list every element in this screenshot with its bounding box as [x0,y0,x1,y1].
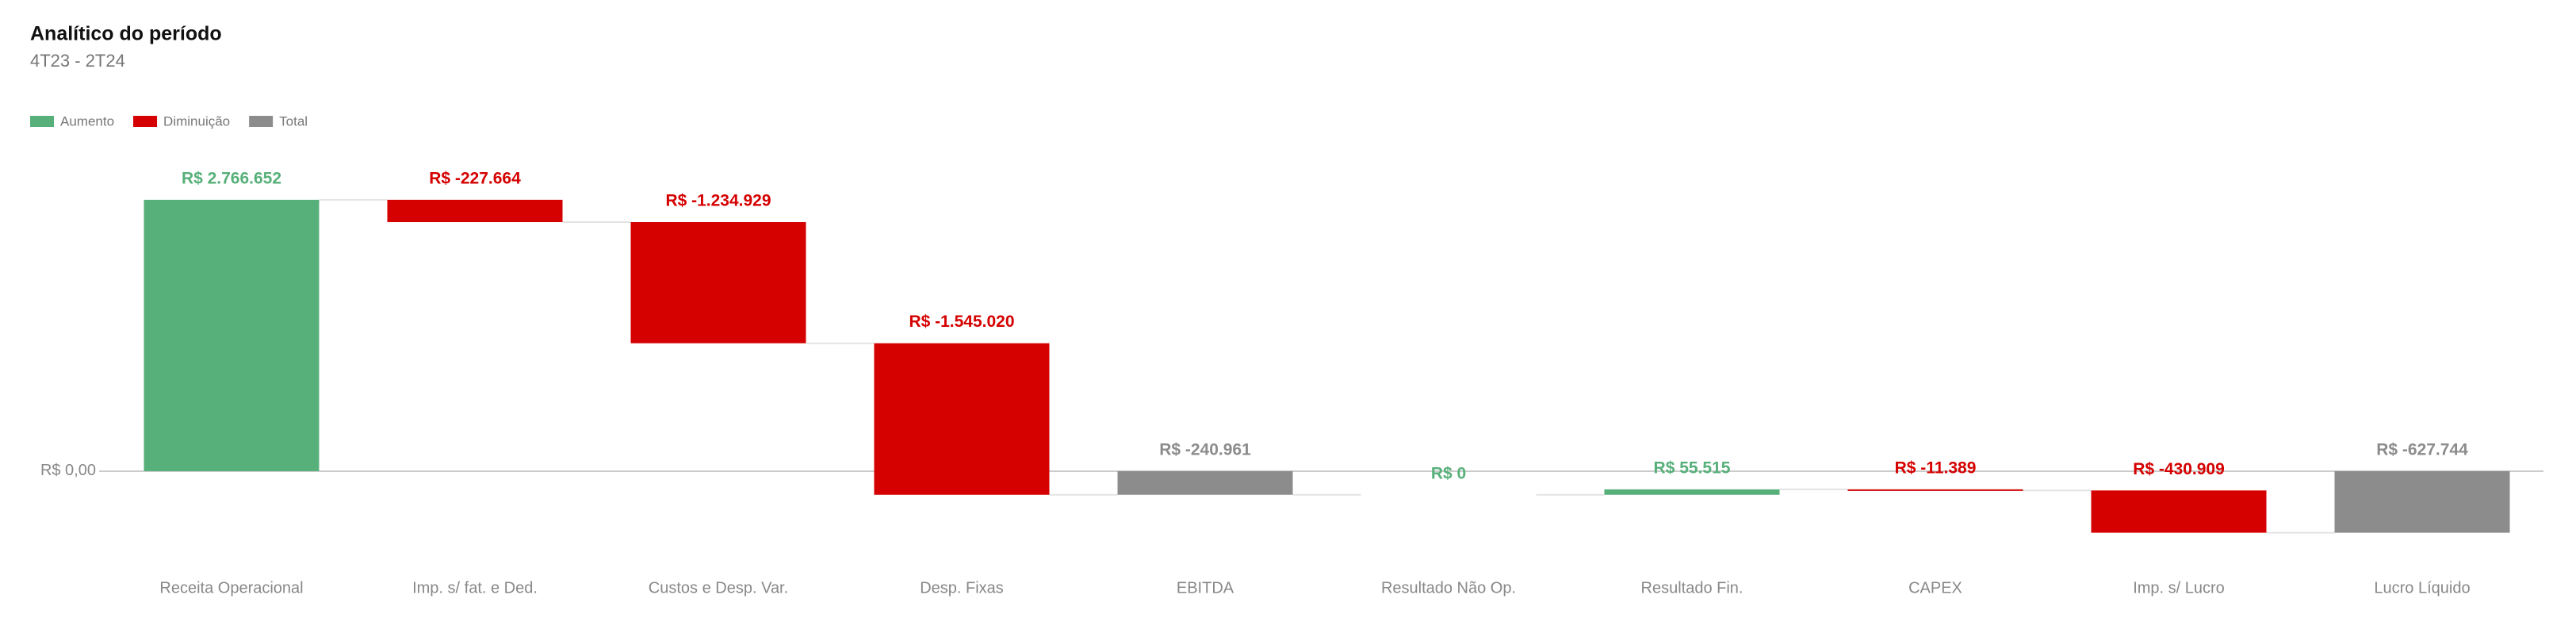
bar [144,199,320,471]
value-label: R$ -1.545.020 [909,313,1014,331]
value-label: R$ 2.766.652 [182,169,281,187]
value-label: R$ -240.961 [1159,440,1251,459]
x-tick-label: EBITDA [1177,579,1234,597]
x-tick-label: Custos e Desp. Var. [649,579,788,597]
x-tick-label: Resultado Fin. [1641,579,1743,597]
value-label: R$ -1.234.929 [665,192,771,210]
bar [387,199,563,223]
legend-label: Aumento [60,113,114,129]
legend-label: Diminuição [163,113,230,129]
x-tick-label: Imp. s/ fat. e Ded. [412,579,538,597]
bar [2091,490,2267,533]
bar [1847,489,2023,491]
x-tick-label: Receita Operacional [159,579,303,597]
x-tick-label: Lucro Líquido [2374,579,2470,597]
bar [1604,489,1780,495]
legend-label: Total [279,113,308,129]
legend-swatch [249,116,274,127]
bar [874,343,1050,495]
x-tick-label: Desp. Fixas [920,579,1004,597]
bar [1117,470,1293,495]
value-label: R$ -227.664 [429,169,521,187]
bar [2334,470,2510,533]
x-tick-label: Imp. s/ Lucro [2133,579,2225,597]
value-label: R$ 55.515 [1654,459,1731,477]
y-tick-label: R$ 0,00 [40,462,96,479]
value-label: R$ -11.389 [1895,459,1977,477]
bar [630,222,806,343]
x-tick-label: CAPEX [1908,579,1962,597]
chart-subtitle: 4T23 - 2T24 [30,51,125,71]
legend-swatch [30,116,54,127]
legend-swatch [133,116,158,127]
value-label: R$ -627.744 [2376,440,2468,459]
x-tick-label: Resultado Não Op. [1381,579,1516,597]
value-label: R$ 0 [1431,464,1466,482]
value-label: R$ -430.909 [2133,460,2225,478]
chart-title: Analítico do período [30,23,222,45]
